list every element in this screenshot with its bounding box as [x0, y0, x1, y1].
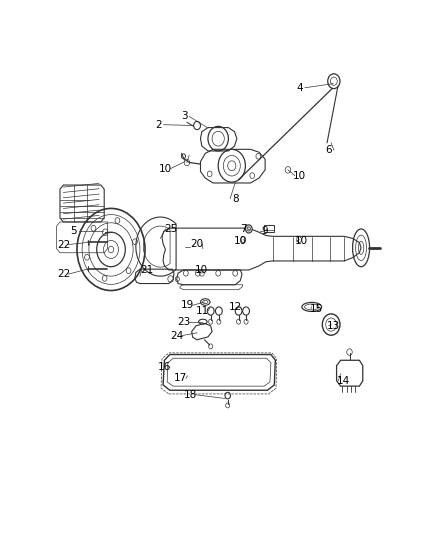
Text: 16: 16: [157, 362, 171, 372]
Text: 10: 10: [294, 236, 307, 246]
Circle shape: [245, 225, 252, 233]
Text: 7: 7: [240, 224, 247, 234]
Text: 18: 18: [183, 390, 197, 400]
Text: 10: 10: [293, 171, 306, 181]
Text: 10: 10: [195, 265, 208, 275]
Text: 10: 10: [233, 236, 246, 246]
Text: 4: 4: [296, 83, 303, 93]
Text: 8: 8: [231, 193, 238, 204]
Text: 14: 14: [336, 376, 349, 386]
Text: 22: 22: [57, 239, 70, 249]
Text: 22: 22: [57, 269, 70, 279]
Text: 24: 24: [170, 330, 183, 341]
Text: 15: 15: [309, 304, 322, 313]
Text: 19: 19: [180, 300, 194, 310]
Text: 5: 5: [70, 227, 77, 237]
Text: 2: 2: [155, 120, 162, 130]
Text: 25: 25: [163, 224, 177, 234]
Bar: [264, 225, 273, 232]
Text: 6: 6: [325, 145, 331, 155]
Text: 17: 17: [174, 373, 187, 383]
Text: 12: 12: [228, 302, 241, 312]
Text: 13: 13: [326, 321, 340, 331]
Text: 20: 20: [190, 239, 203, 249]
Text: 21: 21: [140, 265, 153, 275]
Text: 9: 9: [261, 227, 268, 237]
Text: 3: 3: [180, 111, 187, 122]
Text: 11: 11: [196, 306, 209, 316]
Text: 23: 23: [177, 317, 190, 327]
Text: 10: 10: [159, 164, 172, 174]
